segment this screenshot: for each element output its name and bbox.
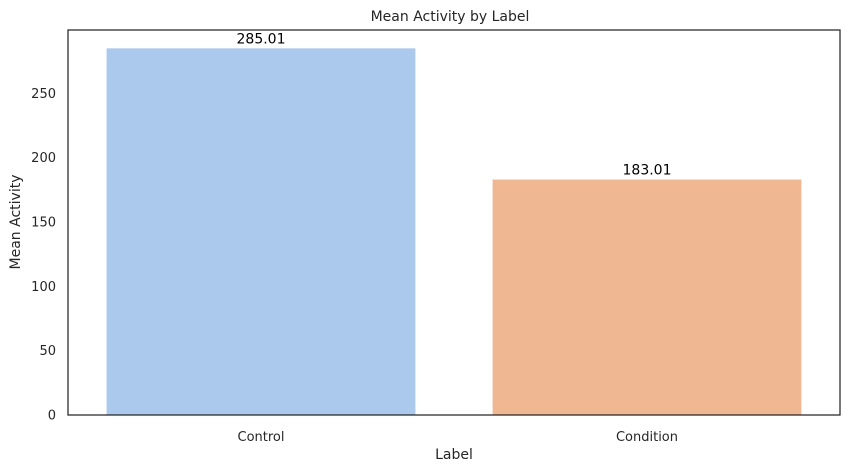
data-labels-group: 285.01 183.01 xyxy=(237,31,672,178)
x-axis: Control Condition xyxy=(238,430,679,445)
x-tick-label: Condition xyxy=(616,430,678,445)
bars-group xyxy=(106,48,802,415)
y-tick-label: 100 xyxy=(31,280,56,295)
y-axis-label: Mean Activity xyxy=(8,175,24,270)
y-tick-label: 150 xyxy=(31,216,56,231)
y-tick-label: 50 xyxy=(39,344,56,359)
data-label-control: 285.01 xyxy=(237,31,286,47)
y-tick-label: 0 xyxy=(48,409,56,424)
y-tick-label: 250 xyxy=(31,87,56,102)
y-axis: 0 50 100 150 200 250 xyxy=(31,87,56,424)
bar-control xyxy=(106,48,416,415)
chart-title: Mean Activity by Label xyxy=(371,9,530,25)
y-tick-label: 200 xyxy=(31,151,56,166)
bar-condition xyxy=(492,179,802,415)
x-axis-label: Label xyxy=(435,447,473,463)
data-label-condition: 183.01 xyxy=(623,163,672,179)
x-tick-label: Control xyxy=(238,430,285,445)
plot-frame xyxy=(67,29,841,416)
